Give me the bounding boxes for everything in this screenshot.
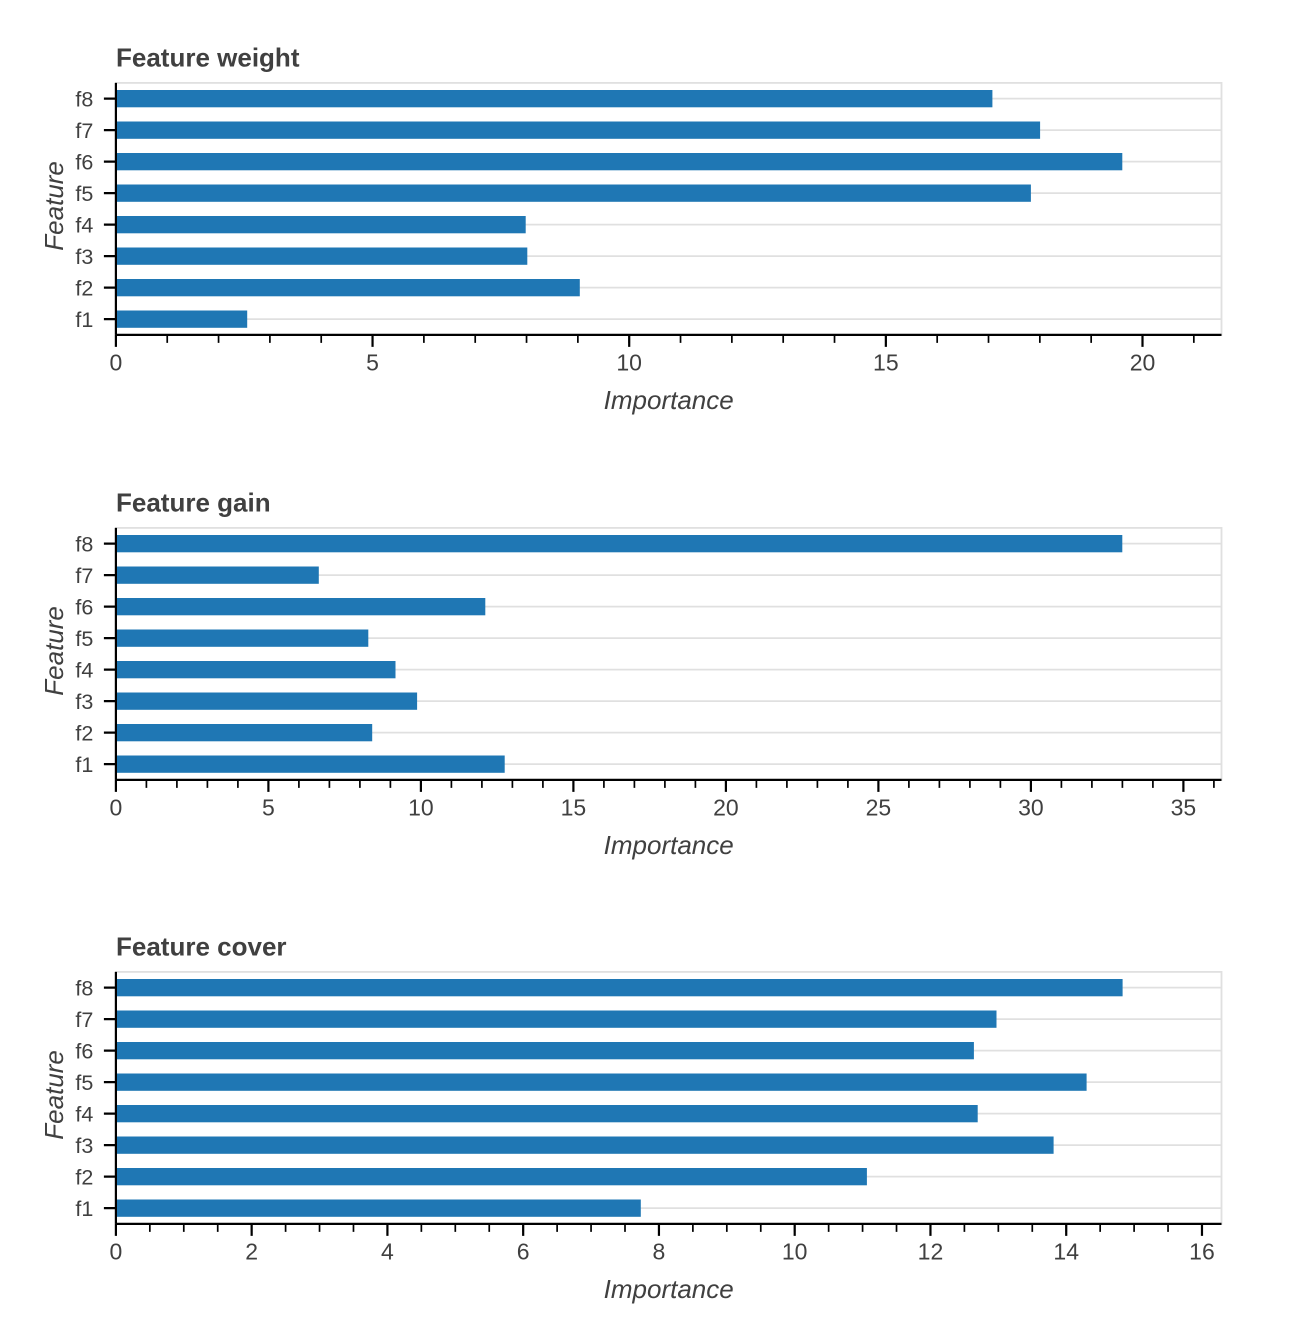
svg-text:0: 0: [110, 1239, 123, 1265]
svg-text:Feature cover: Feature cover: [116, 931, 287, 961]
svg-text:f1: f1: [75, 753, 93, 777]
svg-text:35: 35: [1171, 795, 1197, 821]
svg-text:15: 15: [561, 795, 587, 821]
svg-text:f3: f3: [75, 1134, 93, 1158]
svg-text:f3: f3: [75, 245, 93, 269]
svg-text:0: 0: [110, 350, 123, 376]
svg-text:f6: f6: [75, 150, 93, 174]
svg-text:16: 16: [1189, 1239, 1215, 1265]
svg-text:f8: f8: [75, 532, 93, 556]
svg-text:25: 25: [866, 795, 892, 821]
svg-text:f3: f3: [75, 690, 93, 714]
svg-text:Feature gain: Feature gain: [116, 487, 271, 517]
svg-text:f2: f2: [75, 1165, 93, 1189]
svg-text:Importance: Importance: [604, 1274, 734, 1304]
svg-text:Importance: Importance: [604, 385, 734, 415]
svg-text:Feature weight: Feature weight: [116, 42, 300, 72]
svg-text:5: 5: [366, 350, 379, 376]
svg-text:Importance: Importance: [604, 830, 734, 860]
svg-text:f8: f8: [75, 87, 93, 111]
svg-text:f5: f5: [75, 182, 93, 206]
svg-text:f1: f1: [75, 1197, 93, 1221]
svg-text:f4: f4: [75, 213, 93, 237]
svg-text:4: 4: [381, 1239, 394, 1265]
svg-text:20: 20: [713, 795, 739, 821]
svg-text:f2: f2: [75, 721, 93, 745]
svg-text:30: 30: [1018, 795, 1044, 821]
svg-text:10: 10: [616, 350, 642, 376]
svg-text:f4: f4: [75, 658, 93, 682]
svg-text:8: 8: [653, 1239, 666, 1265]
svg-text:10: 10: [782, 1239, 808, 1265]
svg-text:f8: f8: [75, 976, 93, 1000]
svg-text:f7: f7: [75, 1008, 93, 1032]
svg-text:f6: f6: [75, 595, 93, 619]
svg-text:f5: f5: [75, 1071, 93, 1095]
svg-text:Feature: Feature: [39, 161, 69, 251]
svg-text:10: 10: [408, 795, 434, 821]
svg-text:f5: f5: [75, 627, 93, 651]
svg-text:Feature: Feature: [39, 606, 69, 696]
svg-text:20: 20: [1130, 350, 1156, 376]
svg-text:14: 14: [1053, 1239, 1079, 1265]
svg-text:f6: f6: [75, 1039, 93, 1063]
svg-text:f7: f7: [75, 119, 93, 143]
svg-text:f7: f7: [75, 564, 93, 588]
svg-text:5: 5: [262, 795, 275, 821]
svg-text:12: 12: [918, 1239, 944, 1265]
svg-text:6: 6: [517, 1239, 530, 1265]
svg-text:f1: f1: [75, 308, 93, 332]
svg-text:f4: f4: [75, 1102, 93, 1126]
svg-text:f2: f2: [75, 276, 93, 300]
svg-text:15: 15: [873, 350, 899, 376]
svg-text:0: 0: [110, 795, 123, 821]
svg-text:Feature: Feature: [39, 1050, 69, 1140]
svg-text:2: 2: [245, 1239, 258, 1265]
